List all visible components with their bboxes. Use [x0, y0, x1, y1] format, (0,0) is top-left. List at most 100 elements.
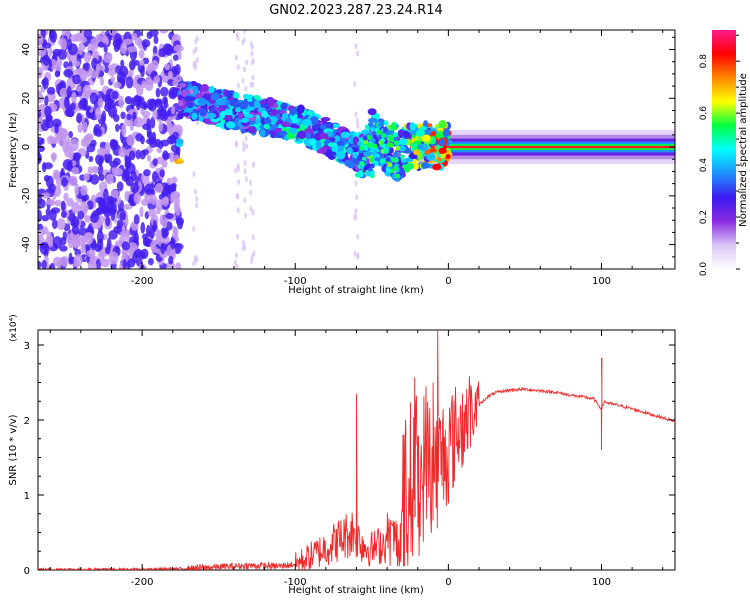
signal-blob	[445, 154, 451, 160]
signal-blob	[373, 160, 379, 166]
noise-blob	[172, 54, 179, 61]
streak-blob	[251, 161, 255, 168]
signal-blob	[340, 131, 351, 139]
noise-blob	[123, 203, 133, 210]
signal-blob	[330, 151, 337, 156]
noise-blob	[113, 33, 122, 47]
noise-blob	[107, 207, 117, 214]
noise-blob	[38, 223, 44, 231]
noise-blob	[136, 103, 141, 111]
noise-blob	[110, 189, 119, 198]
signal-blob	[393, 151, 399, 157]
signal-blob	[379, 158, 385, 164]
streak-blob	[243, 30, 247, 34]
noise-blob	[124, 156, 132, 168]
signal-blob	[367, 108, 377, 116]
signal-blob	[413, 149, 421, 156]
noise-blob	[160, 139, 170, 147]
noise-blob	[95, 258, 101, 269]
noise-blob	[68, 146, 74, 160]
signal-blob	[324, 121, 334, 129]
signal-blob	[439, 138, 445, 147]
noise-blob	[90, 70, 97, 79]
signal-blob	[372, 152, 378, 158]
noise-blob	[160, 242, 165, 255]
signal-blob	[432, 163, 442, 171]
streak-blob	[353, 213, 357, 220]
noise-blob	[91, 261, 97, 269]
noise-blob	[152, 158, 158, 167]
signal-blob	[366, 142, 372, 148]
snr-x-ticks: -200 -100 0 100	[49, 330, 664, 588]
signal-blob	[368, 121, 374, 127]
noise-blob	[146, 31, 153, 40]
noise-blob	[68, 131, 74, 139]
signal-blob	[182, 112, 191, 117]
noise-blob	[54, 70, 61, 78]
streak-blob	[250, 59, 254, 66]
noise-blob	[175, 262, 182, 269]
signal-blob	[259, 99, 267, 105]
signal-blob	[270, 109, 279, 116]
noise-blob	[60, 210, 67, 219]
noise-blob	[129, 199, 136, 207]
streak-blob	[244, 135, 248, 142]
noise-blob	[59, 245, 68, 252]
streak-blob	[356, 233, 360, 240]
noise-blob	[71, 201, 81, 214]
noise-blob	[164, 183, 172, 194]
noise-blob	[44, 119, 54, 129]
streak-blob	[249, 189, 253, 196]
noise-blob	[171, 105, 176, 115]
signal-blob	[362, 135, 368, 141]
noise-blob	[38, 109, 42, 118]
signal-blob	[296, 105, 305, 114]
signal-blob	[392, 157, 398, 163]
streak-blob	[250, 50, 254, 57]
noise-blob	[42, 77, 49, 90]
noise-blob	[38, 136, 43, 145]
signal-blob	[420, 143, 428, 152]
signal-blob	[442, 128, 450, 137]
signal-blob	[208, 85, 215, 94]
noise-blob	[138, 49, 145, 59]
noise-blob	[71, 216, 80, 228]
noise-blob	[129, 150, 136, 161]
noise-blob	[49, 30, 58, 43]
noise-blob	[134, 248, 144, 258]
signal-blob	[270, 132, 276, 139]
noise-blob	[46, 198, 55, 205]
noise-blob	[77, 122, 83, 133]
noise-blob	[52, 48, 62, 57]
noise-blob	[155, 183, 164, 194]
noise-blob	[84, 215, 92, 223]
noise-blob	[141, 110, 151, 118]
noise-blob	[101, 35, 109, 44]
signal-blob	[393, 140, 399, 146]
noise-blob	[155, 87, 161, 98]
noise-blob	[146, 154, 152, 162]
noise-blob	[67, 38, 73, 52]
signal-blob	[395, 145, 401, 151]
noise-blob	[139, 59, 145, 66]
signal-blob	[367, 117, 378, 123]
signal-blob	[177, 157, 183, 163]
signal-blob	[216, 89, 223, 94]
signal-blob	[175, 138, 184, 144]
streak-blob	[244, 85, 248, 92]
signal-blob	[240, 117, 250, 123]
streak-blob	[195, 202, 199, 209]
streak-blob	[252, 250, 256, 257]
signal-blob	[413, 162, 419, 171]
noise-blob	[83, 30, 93, 40]
signal-blob	[415, 129, 425, 137]
noise-blob	[62, 231, 68, 241]
noise-blob	[159, 86, 169, 97]
noise-blob	[103, 45, 108, 53]
signal-blob	[420, 125, 427, 131]
signal-blob	[309, 116, 319, 125]
noise-blob	[47, 235, 54, 248]
noise-blob	[60, 200, 66, 212]
noise-blob	[88, 155, 94, 163]
noise-blob	[173, 243, 182, 255]
